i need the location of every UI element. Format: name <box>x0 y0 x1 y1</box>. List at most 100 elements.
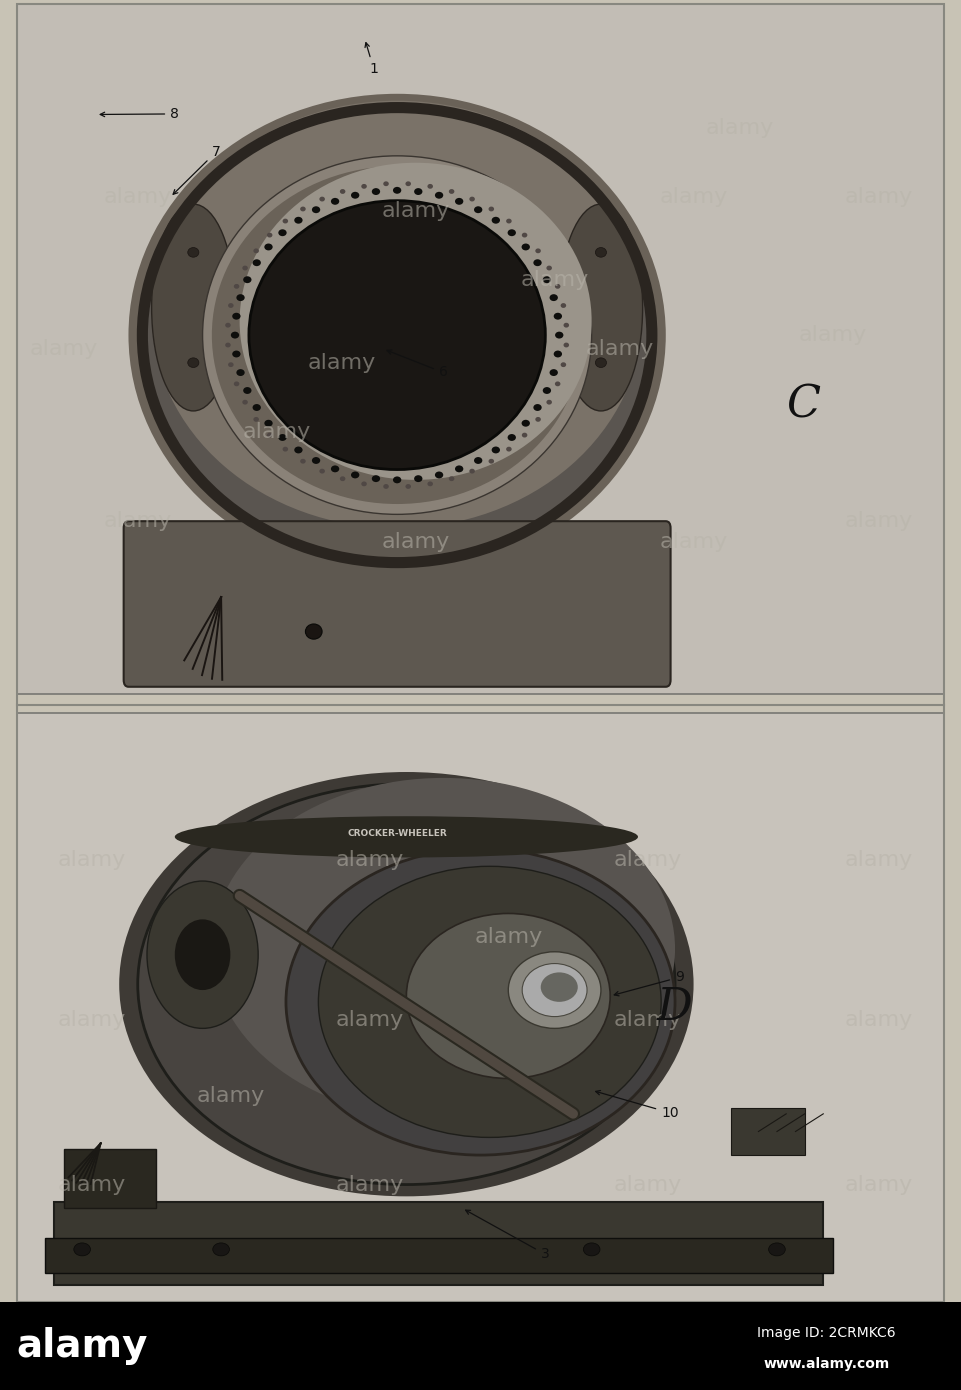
Ellipse shape <box>383 484 389 489</box>
Ellipse shape <box>267 232 272 238</box>
Ellipse shape <box>543 386 551 393</box>
Bar <box>730 1108 804 1155</box>
Text: Image ID: 2CRMKC6: Image ID: 2CRMKC6 <box>757 1326 896 1340</box>
Ellipse shape <box>533 404 542 411</box>
Text: alamy: alamy <box>845 512 913 531</box>
Ellipse shape <box>211 778 675 1120</box>
Ellipse shape <box>340 189 345 193</box>
Text: alamy: alamy <box>16 1327 147 1365</box>
Ellipse shape <box>212 1243 230 1257</box>
Text: alamy: alamy <box>242 421 310 442</box>
Ellipse shape <box>361 481 367 486</box>
Text: alamy: alamy <box>613 1009 681 1030</box>
Ellipse shape <box>507 434 516 441</box>
Ellipse shape <box>583 1243 600 1257</box>
Ellipse shape <box>563 342 569 348</box>
Text: alamy: alamy <box>196 1086 264 1106</box>
Ellipse shape <box>506 218 511 224</box>
Ellipse shape <box>383 181 389 186</box>
Text: 7: 7 <box>173 145 221 195</box>
FancyBboxPatch shape <box>124 521 671 687</box>
Ellipse shape <box>414 475 423 482</box>
Bar <box>55 1202 824 1284</box>
Ellipse shape <box>306 624 322 639</box>
Ellipse shape <box>555 332 563 339</box>
Ellipse shape <box>435 471 443 478</box>
Ellipse shape <box>152 100 643 528</box>
Text: alamy: alamy <box>335 1175 404 1194</box>
Ellipse shape <box>228 303 234 309</box>
Text: alamy: alamy <box>335 1009 404 1030</box>
Ellipse shape <box>331 197 339 204</box>
Text: alamy: alamy <box>613 851 681 870</box>
Ellipse shape <box>234 381 239 386</box>
Ellipse shape <box>554 381 560 386</box>
Bar <box>63 1150 157 1208</box>
Bar <box>45 1237 832 1273</box>
Ellipse shape <box>492 217 500 224</box>
Ellipse shape <box>312 457 320 464</box>
Ellipse shape <box>234 284 239 289</box>
Ellipse shape <box>455 466 463 473</box>
Ellipse shape <box>129 93 666 577</box>
Ellipse shape <box>351 471 359 478</box>
Text: alamy: alamy <box>521 270 589 291</box>
Ellipse shape <box>550 295 558 302</box>
Ellipse shape <box>560 363 566 367</box>
Ellipse shape <box>225 342 231 348</box>
Ellipse shape <box>522 243 530 250</box>
Ellipse shape <box>236 370 245 377</box>
Ellipse shape <box>318 866 661 1137</box>
Ellipse shape <box>253 404 260 411</box>
Ellipse shape <box>300 459 306 464</box>
Ellipse shape <box>372 475 381 482</box>
Ellipse shape <box>488 459 494 464</box>
Ellipse shape <box>233 313 240 320</box>
Ellipse shape <box>455 197 463 204</box>
Ellipse shape <box>286 849 675 1155</box>
Bar <box>0 1302 961 1390</box>
Text: alamy: alamy <box>58 851 126 870</box>
Ellipse shape <box>294 217 303 224</box>
Ellipse shape <box>147 881 259 1029</box>
Ellipse shape <box>267 432 272 438</box>
Ellipse shape <box>228 363 234 367</box>
Text: alamy: alamy <box>58 1009 126 1030</box>
Ellipse shape <box>264 243 273 250</box>
Ellipse shape <box>428 481 433 486</box>
Text: alamy: alamy <box>705 118 774 138</box>
Bar <box>17 4 944 694</box>
Text: 6: 6 <box>387 350 448 379</box>
Ellipse shape <box>74 1243 90 1257</box>
Bar <box>17 713 944 1302</box>
Ellipse shape <box>239 163 592 480</box>
Text: alamy: alamy <box>845 1009 913 1030</box>
Text: alamy: alamy <box>308 353 376 373</box>
Ellipse shape <box>533 260 542 265</box>
Ellipse shape <box>535 249 541 253</box>
Ellipse shape <box>225 322 231 328</box>
Ellipse shape <box>393 186 402 193</box>
Text: alamy: alamy <box>845 188 913 207</box>
Ellipse shape <box>554 284 560 289</box>
Text: alamy: alamy <box>104 512 172 531</box>
Text: D: D <box>656 986 692 1029</box>
Ellipse shape <box>563 322 569 328</box>
Ellipse shape <box>506 446 511 452</box>
Text: alamy: alamy <box>335 851 404 870</box>
Ellipse shape <box>340 477 345 481</box>
Text: alamy: alamy <box>845 851 913 870</box>
Ellipse shape <box>300 207 306 211</box>
Ellipse shape <box>279 434 286 441</box>
Ellipse shape <box>543 277 551 284</box>
Text: alamy: alamy <box>799 325 867 345</box>
Ellipse shape <box>231 332 239 339</box>
Ellipse shape <box>535 417 541 421</box>
Ellipse shape <box>242 265 248 271</box>
Ellipse shape <box>249 200 545 470</box>
Ellipse shape <box>414 188 423 195</box>
Text: alamy: alamy <box>585 339 653 359</box>
Text: alamy: alamy <box>58 1175 126 1194</box>
Ellipse shape <box>242 400 248 404</box>
Ellipse shape <box>508 952 601 1029</box>
